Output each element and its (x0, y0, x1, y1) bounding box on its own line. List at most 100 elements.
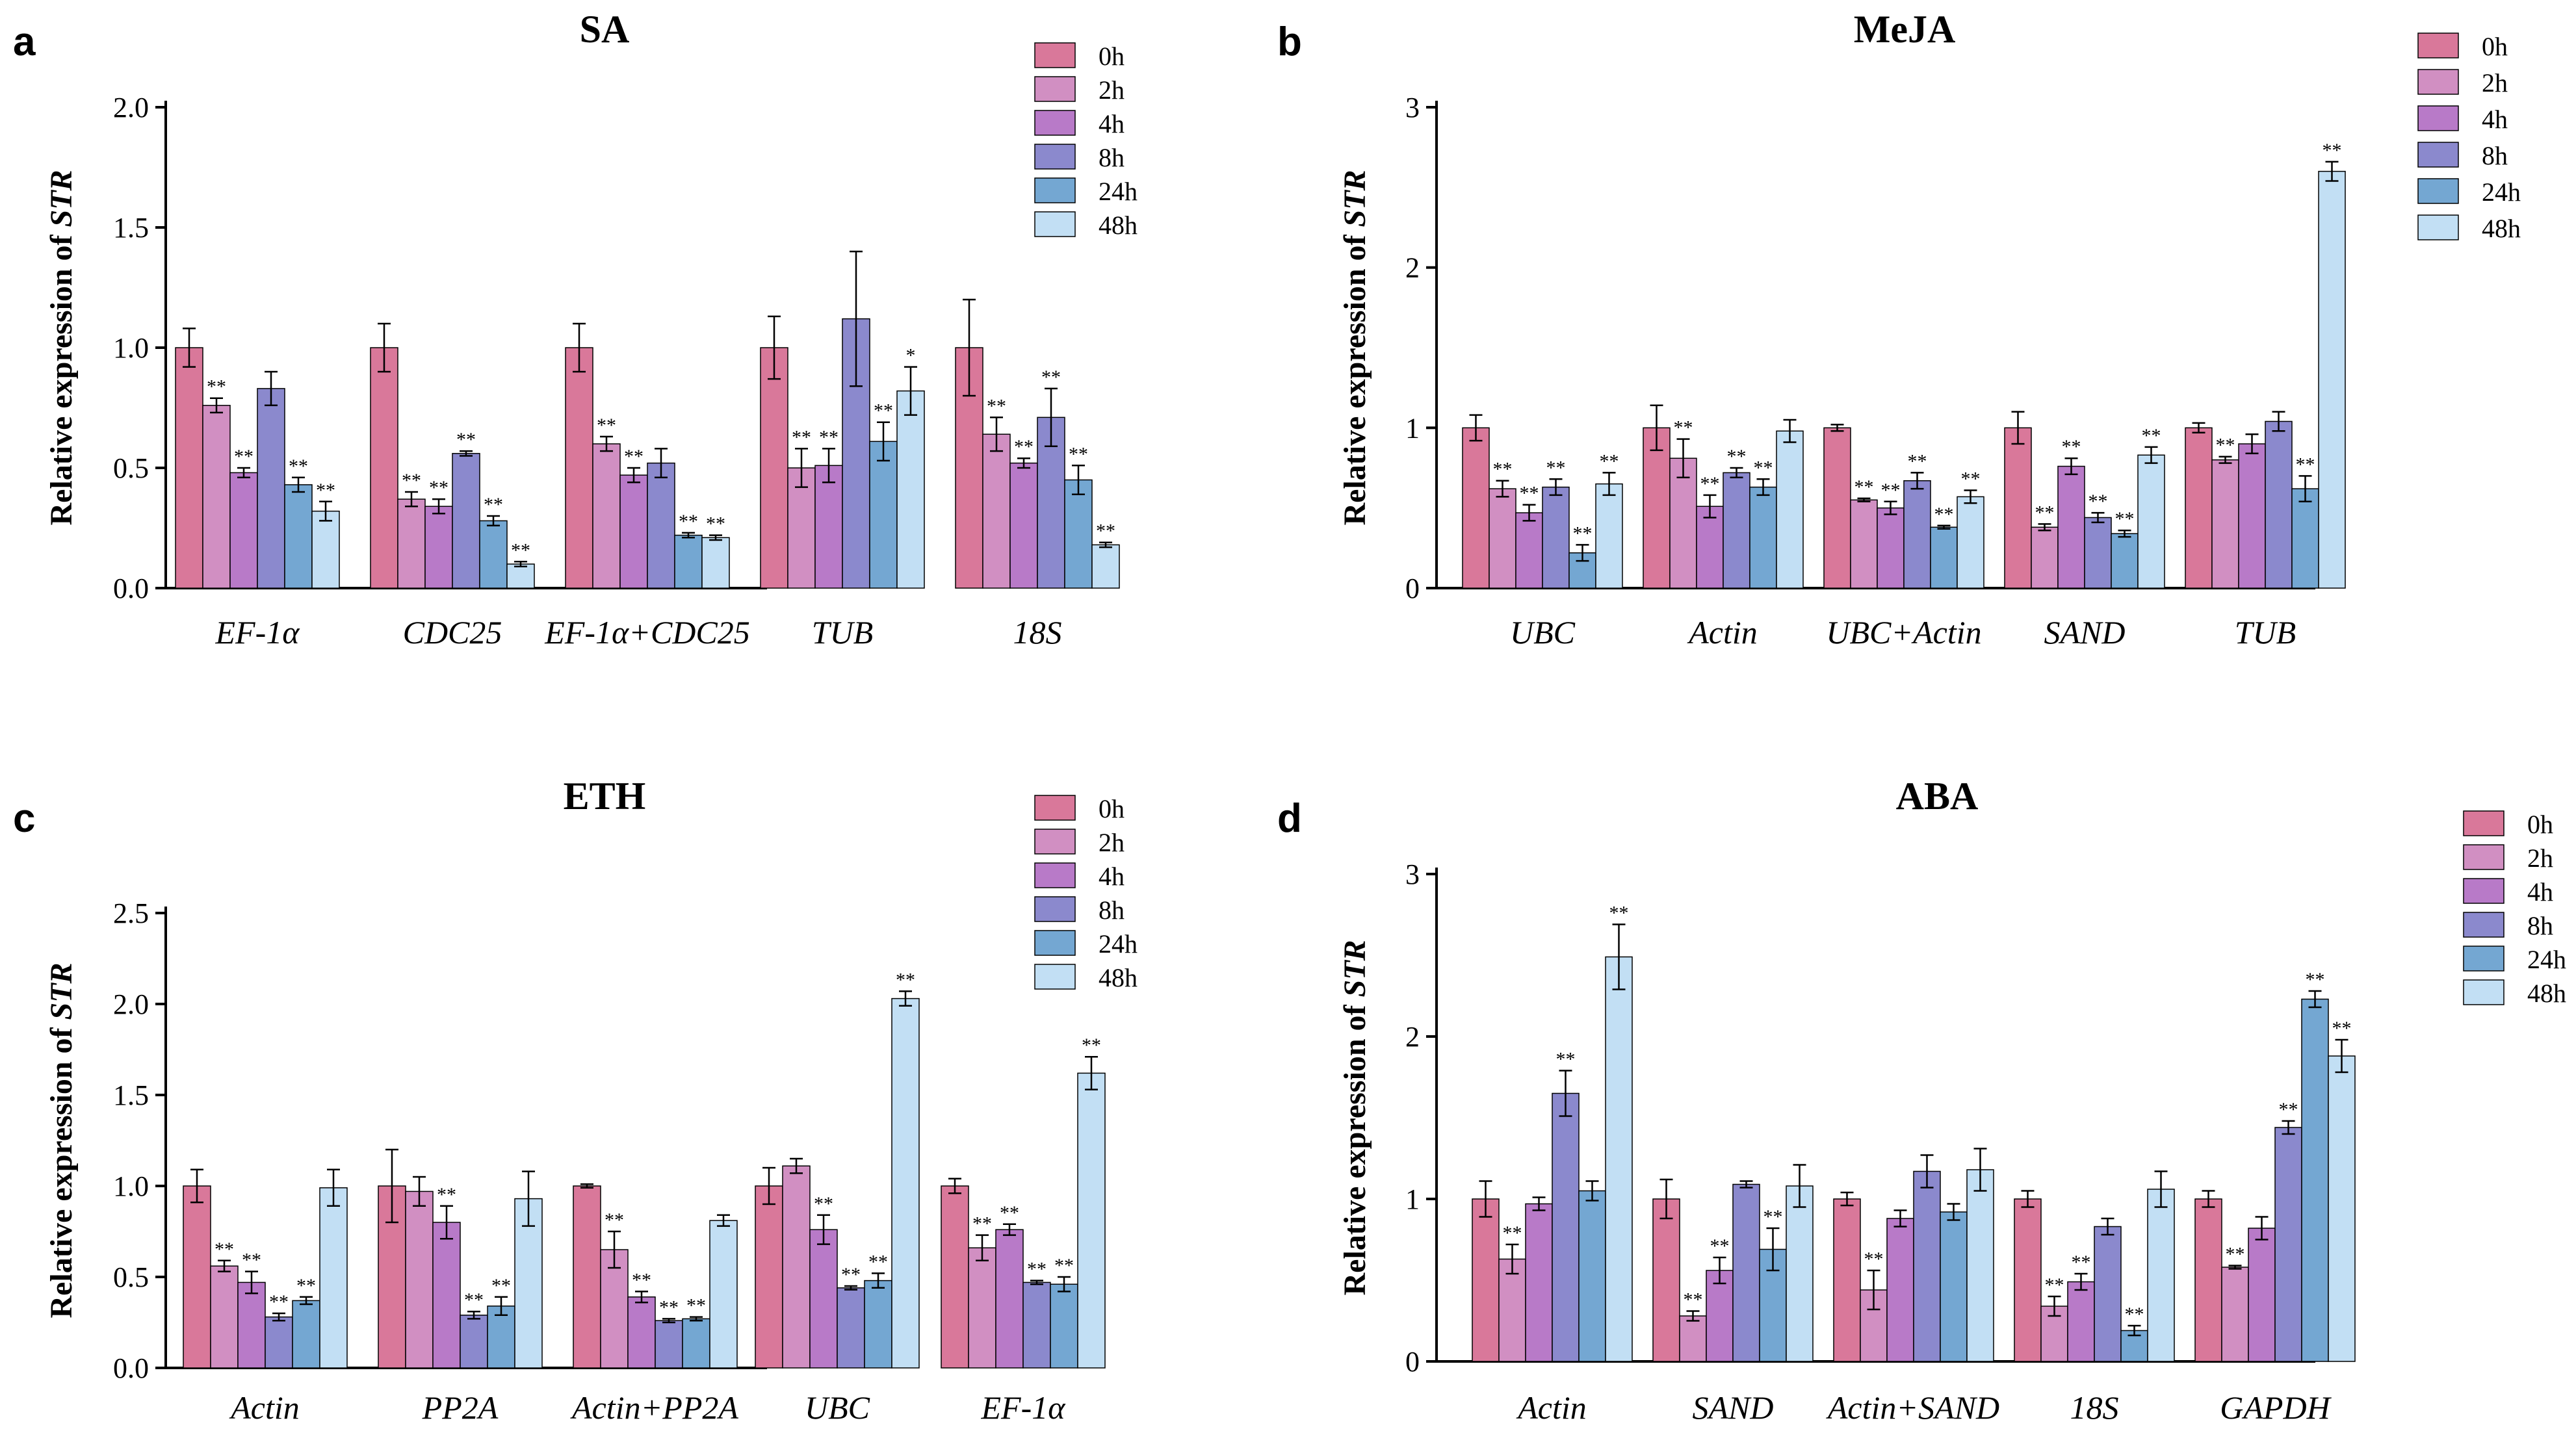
bar-24h (864, 1280, 892, 1369)
significance-mark: ** (1881, 480, 1901, 501)
significance-mark: ** (819, 426, 839, 448)
bar-48h (2328, 1055, 2356, 1362)
y-tick-label: 0 (1405, 573, 1420, 604)
y-tick-label: 1 (1405, 1183, 1420, 1215)
significance-mark: ** (1854, 476, 1874, 498)
significance-mark: ** (1600, 450, 1619, 472)
y-axis-label-prefix: Relative expression of (1338, 227, 1372, 525)
bar-4h (2057, 465, 2085, 589)
legend-swatch-2h (1034, 76, 1076, 102)
bar-24h (869, 441, 898, 589)
bar-8h (1022, 1281, 1051, 1369)
legend-label: 8h (2482, 141, 2508, 170)
legend-label: 48h (2482, 214, 2521, 243)
significance-mark: ** (1763, 1206, 1783, 1228)
bar-24h (2301, 998, 2329, 1362)
bar-48h (319, 1187, 348, 1369)
x-category-label: Actin (1687, 614, 1758, 650)
bar-8h (1903, 480, 1931, 589)
panel-a: a SA Relative expression of STR 0.0 0.5 1.0 1.… (13, 8, 1138, 650)
y-tick-label: 2.0 (113, 92, 149, 123)
significance-mark: ** (207, 376, 226, 398)
y-axis-label: Relative expression of STR (1338, 940, 1372, 1295)
bar-2h (202, 405, 231, 589)
bar-8h (655, 1320, 683, 1369)
significance-mark: ** (2306, 969, 2325, 990)
significance-mark: ** (1493, 459, 1513, 480)
y-tick-label: 1 (1405, 412, 1420, 444)
bar-8h (1913, 1170, 1941, 1362)
bar-2h (982, 433, 1011, 589)
legend-swatch-4h (1034, 862, 1076, 888)
legend-label: 2h (2527, 843, 2553, 873)
significance-mark: ** (2332, 1018, 2352, 1039)
significance-mark: ** (2296, 454, 2315, 475)
significance-mark: ** (1710, 1235, 1730, 1257)
bar-0h (2014, 1198, 2042, 1362)
bar-8h (257, 388, 285, 589)
bar-8h (2265, 420, 2293, 589)
bar-4h (809, 1229, 838, 1369)
bar-48h (2137, 454, 2165, 589)
significance-mark: ** (1556, 1049, 1576, 1070)
bar-24h (487, 1306, 515, 1369)
legend-label: 2h (1099, 75, 1125, 105)
y-axis-label-gene: STR (44, 962, 79, 1020)
x-category-label: Actin (1516, 1389, 1587, 1426)
legend-label: 4h (1099, 862, 1125, 891)
bar-0h (573, 1185, 601, 1369)
significance-mark: ** (1864, 1248, 1884, 1270)
significance-mark: ** (1027, 1259, 1047, 1280)
significance-mark: ** (1684, 1289, 1703, 1311)
significance-mark: ** (1520, 483, 1539, 504)
legend-label: 24h (1099, 929, 1138, 959)
bar-48h (1595, 483, 1623, 589)
legend-swatch-24h (2417, 178, 2459, 204)
bar-0h (755, 1185, 783, 1369)
bar-24h (1930, 526, 1958, 589)
bar-4h (424, 506, 453, 589)
bar-24h (284, 484, 313, 589)
bar-8h (1723, 472, 1750, 589)
panel-letter: b (1277, 19, 1302, 64)
significance-mark: ** (686, 1295, 706, 1317)
bar-8h (452, 453, 480, 589)
legend-label: 48h (1099, 211, 1138, 240)
significance-mark: ** (402, 470, 421, 491)
bar-2h (397, 498, 426, 589)
x-category-label: GAPDH (2220, 1389, 2332, 1426)
panel-letter: a (13, 19, 36, 64)
significance-mark: ** (456, 429, 476, 450)
significance-mark: ** (1961, 469, 1981, 490)
legend-swatch-4h (2463, 878, 2504, 904)
legend-label: 8h (1099, 143, 1125, 172)
x-category-label: UBC (1510, 614, 1576, 650)
bar-4h (627, 1296, 656, 1369)
legend-label: 2h (1099, 828, 1125, 857)
bar-8h (265, 1316, 293, 1369)
significance-mark: ** (464, 1289, 484, 1311)
legend-swatch-24h (1034, 177, 1076, 203)
x-category-label: EF-1α+CDC25 (544, 614, 750, 650)
x-category-label: UBC (805, 1389, 870, 1426)
bar-0h (2004, 427, 2032, 589)
y-tick-label: 0 (1405, 1346, 1420, 1378)
x-category-label: 18S (2070, 1389, 2119, 1426)
bar-8h (647, 462, 675, 589)
significance-mark: ** (2035, 502, 2055, 523)
chart-title: ABA (1896, 775, 1979, 817)
bar-4h (1515, 512, 1543, 589)
legend-swatch-2h (2463, 844, 2504, 870)
bar-48h (709, 1220, 738, 1369)
bar-24h (1749, 486, 1777, 589)
legend-swatch-4h (1034, 110, 1076, 136)
bar-8h (1542, 486, 1570, 589)
bar-2h (1498, 1258, 1526, 1362)
significance-mark: ** (2142, 425, 2161, 446)
y-axis-label-prefix: Relative expression of (44, 227, 79, 525)
bar-0h (175, 347, 203, 589)
bar-24h (2291, 488, 2319, 589)
significance-mark: ** (1082, 1035, 1101, 1056)
bar-4h (237, 1281, 266, 1369)
